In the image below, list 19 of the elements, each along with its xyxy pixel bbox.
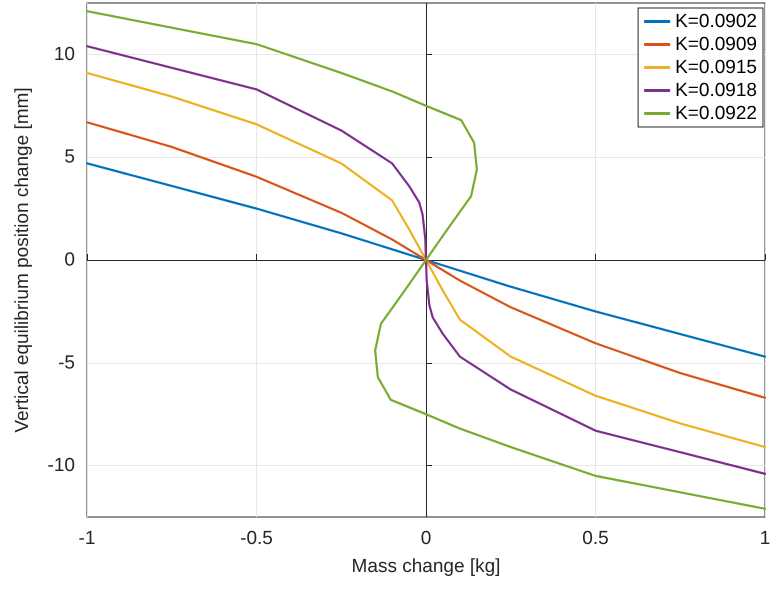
legend-label: K=0.0922	[675, 103, 758, 124]
y-tick-label: 0	[64, 250, 75, 270]
x-tick-label: -0.5	[240, 528, 273, 549]
y-axis-title: Vertical equilibrium position change [mm]	[12, 87, 33, 433]
line-series	[86, 162, 766, 358]
legend-label: K=0.0909	[675, 34, 758, 55]
legend-label: K=0.0918	[675, 80, 758, 101]
legend-label: K=0.0915	[675, 57, 758, 78]
x-tick-label: -1	[78, 528, 96, 549]
y-tick-label: 5	[64, 146, 75, 168]
y-tick-label: -10	[48, 455, 75, 476]
y-tick-label: -5	[58, 352, 75, 374]
legend-label: K=0.0902	[675, 11, 758, 32]
x-axis-title: Mass change [kg]	[352, 556, 500, 577]
y-tick-label: 10	[54, 44, 75, 65]
x-tick-label: 0	[420, 528, 432, 549]
x-tick-label: 0.5	[582, 528, 609, 549]
x-tick-label: 1	[760, 528, 770, 549]
line-series	[86, 121, 766, 399]
